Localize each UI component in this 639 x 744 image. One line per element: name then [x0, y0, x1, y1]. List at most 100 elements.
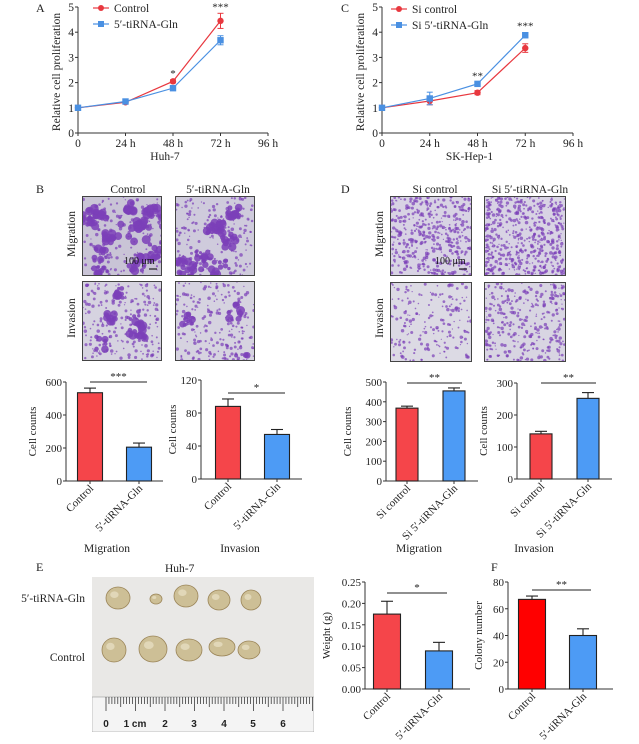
stained-cell: [512, 224, 515, 227]
stained-cell: [448, 295, 452, 299]
stained-cell: [435, 247, 438, 250]
y-tick-label: 0: [372, 128, 378, 140]
stained-cell: [244, 243, 247, 246]
stained-cell: [505, 231, 508, 234]
significance-label: ***: [212, 1, 229, 13]
stained-cell: [548, 357, 551, 360]
stained-cell: [559, 216, 562, 218]
stained-cell: [500, 295, 503, 298]
stained-cell: [237, 348, 239, 350]
stained-cell: [109, 318, 112, 320]
stained-cell: [203, 285, 208, 289]
stained-cell: [522, 353, 525, 356]
stained-cell: [496, 213, 500, 217]
stained-cell: [212, 237, 214, 239]
stained-cell: [215, 341, 219, 345]
stained-cell: [500, 244, 503, 247]
stained-cell: [146, 233, 149, 235]
stained-cell: [423, 268, 426, 271]
stained-cell: [540, 267, 542, 269]
stained-cell: [462, 336, 464, 338]
stained-cell: [391, 231, 393, 233]
stained-cell: [460, 340, 463, 344]
stained-cell: [518, 308, 522, 312]
stained-cell-cluster: [127, 327, 133, 333]
stained-cell: [547, 206, 549, 209]
stained-cell: [513, 295, 516, 297]
stained-cell: [226, 212, 228, 214]
stained-cell: [502, 226, 504, 229]
stained-cell: [188, 229, 190, 232]
stained-cell: [440, 338, 442, 340]
stained-cell: [127, 356, 131, 359]
stained-cell: [530, 273, 534, 275]
stained-cell: [90, 220, 93, 223]
stained-cell: [437, 248, 439, 251]
stained-cell: [201, 268, 205, 272]
stained-cell: [551, 271, 554, 274]
y-tick-label: 40: [186, 441, 198, 453]
stained-cell: [437, 231, 440, 234]
stained-cell: [252, 325, 254, 329]
stained-cell: [529, 208, 532, 211]
stained-cell: [456, 252, 460, 256]
stained-cell: [461, 262, 464, 265]
stained-cell: [506, 321, 509, 325]
x-tick-label: 24 h: [115, 138, 135, 150]
stained-cell: [539, 201, 543, 205]
stained-cell: [90, 267, 93, 270]
stained-cell: [399, 215, 403, 219]
stained-cell: [489, 347, 492, 351]
stained-cell: [107, 256, 111, 260]
stained-cell: [409, 314, 411, 317]
tumor-highlight: [241, 644, 250, 650]
stained-cell: [549, 300, 553, 303]
stained-cell-cluster: [83, 216, 86, 223]
stained-cell: [416, 247, 418, 249]
stained-cell: [96, 335, 99, 339]
stained-cell: [406, 206, 410, 209]
stained-cell: [184, 200, 188, 204]
stained-cell: [218, 311, 222, 316]
stained-cell: [522, 348, 526, 352]
stained-cell: [553, 291, 557, 294]
stained-cell: [178, 234, 181, 237]
stained-cell: [201, 316, 205, 320]
stained-cell: [123, 260, 127, 264]
stained-cell: [498, 222, 503, 226]
stained-cell: [458, 235, 462, 239]
stained-cell: [413, 352, 416, 355]
stained-cell: [207, 215, 211, 219]
panel-letter-e: E: [36, 560, 44, 574]
stained-cell: [186, 265, 190, 269]
stained-cell: [407, 212, 410, 216]
stained-cell: [225, 343, 229, 347]
stained-cell: [508, 323, 512, 328]
stained-cell: [91, 304, 95, 308]
stained-cell: [152, 297, 155, 300]
stained-cell: [104, 285, 107, 287]
stained-cell: [231, 318, 234, 322]
stained-cell: [560, 262, 563, 265]
stained-cell: [516, 314, 520, 318]
stained-cell: [243, 285, 245, 288]
stained-cell: [449, 199, 452, 202]
stained-cell: [433, 201, 437, 204]
stained-cell: [439, 270, 442, 273]
stained-cell: [498, 243, 500, 246]
stained-cell: [412, 217, 414, 219]
stained-cell: [461, 231, 463, 234]
stained-cell: [486, 358, 489, 361]
stained-cell: [215, 202, 219, 206]
stained-cell: [550, 293, 554, 297]
stained-cell: [555, 259, 557, 261]
stained-cell: [226, 284, 230, 287]
stained-cell: [237, 259, 240, 261]
stained-cell: [109, 253, 112, 257]
stained-cell: [499, 257, 502, 260]
stained-cell: [516, 256, 520, 260]
stained-cell: [537, 227, 539, 229]
stained-cell: [538, 252, 542, 256]
stained-cell: [485, 318, 488, 321]
stained-cell: [177, 326, 181, 329]
